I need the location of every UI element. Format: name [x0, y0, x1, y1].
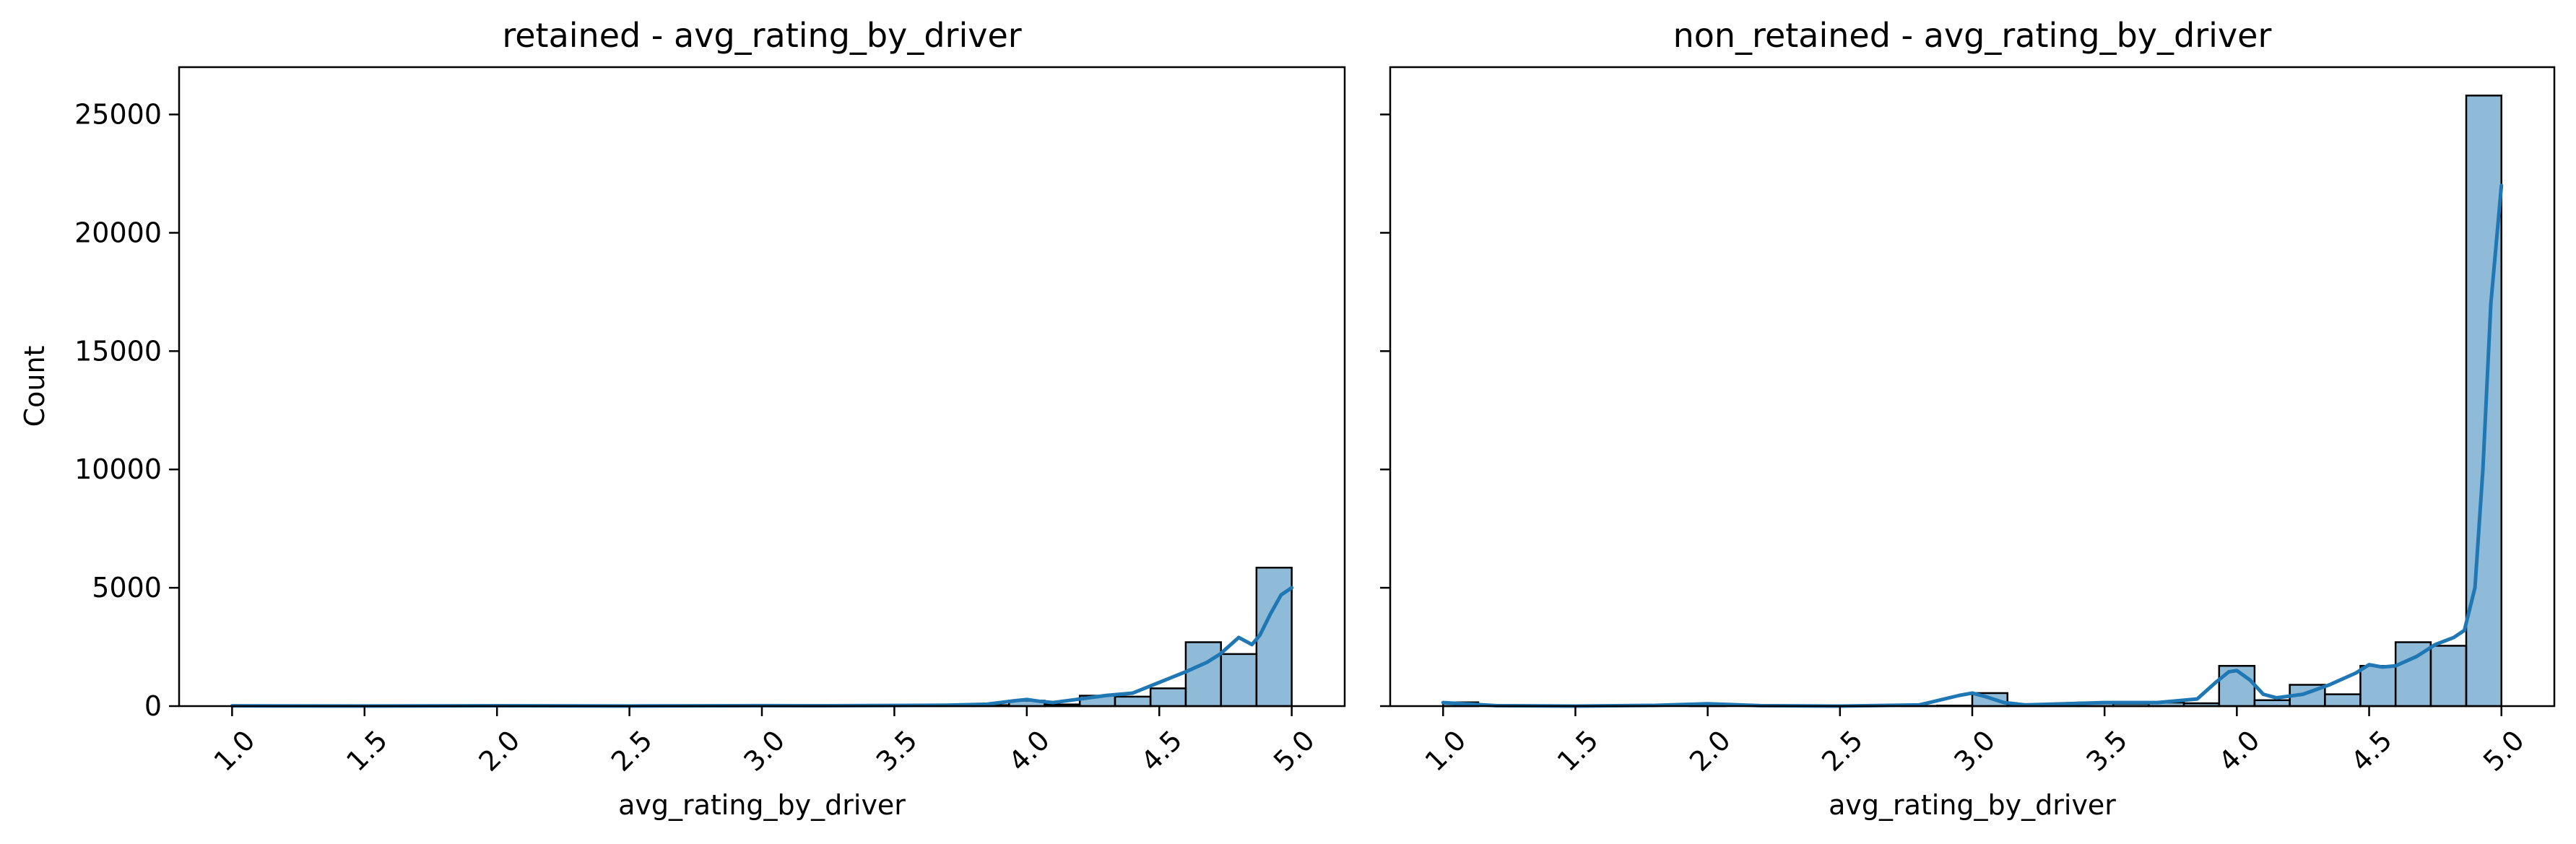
x-tick-label: 2.5: [605, 724, 659, 778]
histogram-bars: [231, 567, 1293, 708]
x-tick-label: 2.0: [1683, 724, 1737, 778]
x-tick-label: 1.0: [1419, 724, 1473, 778]
x-tick-label: 1.0: [208, 724, 261, 778]
x-axis-label: avg_rating_by_driver: [618, 789, 906, 821]
chart-panel-non-retained: non_retained - avg_rating_by_driver 1.0 1…: [1380, 16, 2556, 821]
x-tick-label: 4.5: [1135, 724, 1189, 778]
chart-title: retained - avg_rating_by_driver: [502, 16, 1021, 55]
y-tick-label: 25000: [74, 99, 162, 131]
x-tick-label: 4.5: [2345, 724, 2398, 778]
plot-frame: [1389, 66, 2556, 708]
histogram-bar: [2218, 665, 2256, 708]
kde-curve: [230, 586, 1294, 708]
histogram-bars: [1442, 95, 2502, 708]
y-axis-label: Count: [19, 346, 51, 427]
histogram-bar: [1149, 687, 1187, 708]
y-tick-label: 0: [144, 690, 162, 722]
y-ticks: [1380, 113, 1390, 708]
y-ticks: 0 5000 10000 15000 20000 25000: [74, 99, 179, 722]
x-ticks: 1.0 1.5 2.0 2.5 3.0 3.5 4.0 4.5 5.0: [208, 706, 1321, 778]
histogram-bar: [1114, 695, 1152, 708]
histogram-bar: [2465, 95, 2502, 708]
chart-title: non_retained - avg_rating_by_driver: [1673, 16, 2272, 55]
x-tick-label: 1.5: [340, 724, 394, 778]
kde-curve: [1441, 183, 2504, 708]
x-tick-label: 3.0: [1948, 724, 2001, 778]
histogram-bar: [2359, 665, 2397, 708]
x-tick-label: 3.5: [2080, 724, 2133, 778]
y-tick-label: 20000: [74, 217, 162, 248]
chart-panel-retained: retained - avg_rating_by_driver 1.0 1.5 2.…: [19, 16, 1346, 821]
x-tick-label: 3.0: [737, 724, 791, 778]
y-tick-label: 10000: [74, 453, 162, 485]
histogram-bar: [2429, 645, 2468, 708]
y-tick-label: 15000: [74, 335, 162, 367]
x-tick-label: 2.0: [472, 724, 526, 778]
x-tick-label: 1.5: [1551, 724, 1605, 778]
x-tick-label: 5.0: [1267, 724, 1321, 778]
plot-frame: [178, 66, 1346, 708]
x-axis-label: avg_rating_by_driver: [1829, 789, 2116, 821]
histogram-bar: [2324, 693, 2362, 708]
histogram-bar: [1255, 567, 1293, 708]
x-tick-label: 5.0: [2477, 724, 2531, 778]
histogram-bar: [1184, 641, 1222, 708]
y-tick-label: 5000: [92, 572, 162, 604]
x-tick-label: 3.5: [870, 724, 924, 778]
x-ticks: 1.0 1.5 2.0 2.5 3.0 3.5 4.0 4.5 5.0: [1419, 706, 2531, 778]
x-tick-label: 2.5: [1816, 724, 1869, 778]
x-tick-label: 4.0: [2213, 724, 2266, 778]
x-tick-label: 4.0: [1002, 724, 1056, 778]
histogram-bar: [1220, 653, 1258, 708]
